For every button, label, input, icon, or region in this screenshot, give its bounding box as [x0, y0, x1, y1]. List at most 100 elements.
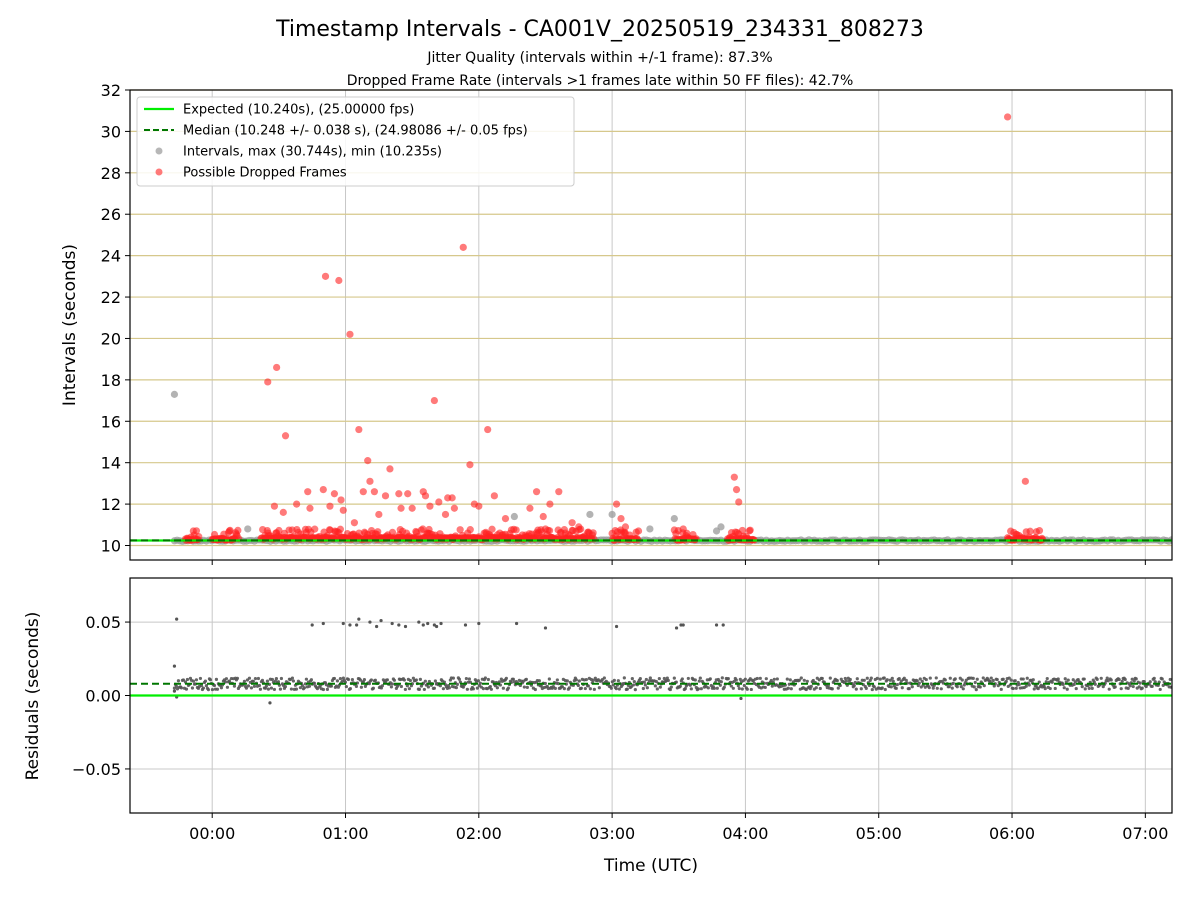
residual-point	[321, 687, 326, 692]
residual-point	[407, 687, 411, 691]
dropped-point-60	[679, 525, 687, 533]
residual-outlier-7	[341, 621, 345, 626]
residual-outlier-3	[175, 617, 179, 621]
residual-point	[464, 676, 468, 681]
residual-point	[1027, 683, 1031, 687]
residual-outlier-21	[435, 624, 439, 629]
residual-point	[185, 677, 190, 682]
residual-point	[300, 683, 305, 688]
residual-point	[504, 676, 508, 680]
residual-point	[475, 686, 479, 690]
residual-point	[253, 676, 258, 681]
residual-point	[924, 677, 928, 682]
residual-point	[885, 678, 889, 682]
residual-point	[920, 679, 924, 683]
residual-outlier-19	[426, 621, 430, 626]
residual-point	[389, 685, 393, 689]
residual-point	[574, 678, 578, 682]
residual-point	[880, 686, 884, 690]
residual-point	[203, 679, 208, 683]
residual-point	[577, 679, 581, 683]
top-y-tick-label-11: 32	[101, 81, 121, 100]
residual-point	[525, 685, 529, 690]
dropped-dense-point-0	[192, 527, 201, 535]
dropped-dense-point-2	[336, 525, 344, 533]
residual-point	[511, 677, 515, 681]
residual-point	[632, 680, 636, 684]
residual-point	[870, 687, 874, 692]
dropped-point-23	[381, 492, 390, 500]
residual-point	[174, 684, 179, 688]
residual-point	[403, 687, 407, 692]
residual-point	[1014, 686, 1018, 690]
residual-point	[1082, 677, 1086, 681]
dropped-point-54	[568, 519, 576, 527]
residual-point	[931, 686, 935, 690]
dropped-dense-point-1	[234, 526, 242, 534]
x-tick-label-7: 07:00	[1122, 824, 1168, 843]
dropped-dense-point-6	[1038, 535, 1047, 543]
residual-point	[902, 676, 906, 680]
interval-point-0	[170, 390, 179, 398]
residual-point	[309, 678, 314, 682]
residual-point	[294, 687, 299, 691]
interval-point-2	[510, 512, 518, 521]
residual-point	[852, 683, 856, 688]
dropped-point-56	[612, 500, 621, 508]
residual-point	[1044, 680, 1048, 684]
residual-point	[215, 687, 220, 691]
residual-point	[955, 685, 959, 689]
x-tick-label-6: 06:00	[989, 824, 1035, 843]
bottom-y-axis-label: Residuals (seconds)	[23, 612, 43, 781]
residual-point	[486, 677, 490, 682]
residual-point	[788, 678, 792, 682]
residual-point	[567, 686, 571, 690]
dropped-point-39	[464, 529, 472, 537]
dropped-point-37	[450, 504, 458, 512]
top-panel-axes: 10 12 14 16 18 20 22 24 26 28 30 32	[101, 81, 1146, 565]
residual-point	[617, 687, 621, 691]
residual-point	[1099, 676, 1103, 680]
residual-point	[426, 685, 430, 689]
residual-point	[657, 676, 661, 681]
residual-point	[602, 676, 606, 680]
residual-point	[1080, 684, 1084, 689]
residual-point	[631, 683, 635, 687]
residual-point	[298, 686, 303, 690]
residual-point	[814, 686, 818, 690]
residual-outlier-8	[348, 623, 352, 627]
residual-point	[553, 686, 557, 690]
residual-point	[719, 680, 723, 684]
residual-point	[1013, 679, 1017, 683]
residual-point	[934, 676, 938, 680]
residual-point	[1036, 686, 1040, 691]
residual-point	[1132, 679, 1136, 683]
residual-point	[423, 679, 427, 683]
residual-point	[584, 678, 588, 682]
dropped-point-66	[1021, 477, 1029, 485]
residual-point	[975, 677, 979, 681]
residual-point	[658, 685, 662, 689]
residual-point	[915, 679, 919, 683]
dropped-point-36	[448, 494, 456, 502]
dropped-point-4	[281, 432, 290, 440]
residual-point	[785, 677, 789, 681]
residual-point	[662, 676, 666, 681]
residual-point	[693, 678, 697, 682]
dropped-dense-point-2	[456, 526, 464, 534]
residual-point	[506, 686, 510, 690]
residual-outlier-27	[614, 624, 619, 629]
residual-point	[586, 684, 590, 688]
residual-point	[269, 686, 274, 690]
x-axis-label: Time (UTC)	[603, 856, 698, 876]
residual-point	[648, 676, 652, 680]
residual-point	[307, 684, 312, 688]
residual-point	[1105, 676, 1109, 680]
residual-point	[820, 676, 824, 681]
residual-point	[533, 687, 537, 692]
residual-point	[971, 676, 975, 680]
residual-point	[478, 681, 482, 685]
residual-outlier-24	[477, 621, 481, 626]
top-y-tick-label-1: 12	[101, 495, 121, 514]
dropped-dense-point-5	[746, 526, 754, 534]
